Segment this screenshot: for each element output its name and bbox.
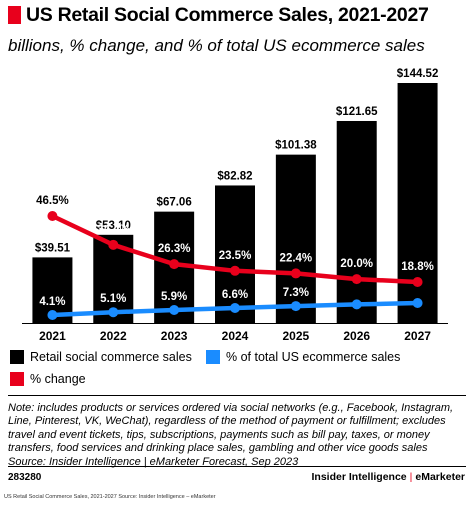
change-label-2027: 18.8% xyxy=(401,261,434,273)
legend-swatch-sales xyxy=(10,350,24,364)
bar-value-label-2021: $39.51 xyxy=(35,242,71,254)
change-label-2024: 23.5% xyxy=(219,250,252,262)
change-label-2023: 26.3% xyxy=(158,243,191,255)
share-line-point-2025 xyxy=(290,301,301,312)
bar-2026 xyxy=(336,120,377,323)
chart-canvas: $39.51 $53.10 $67.06 $82.82 $101.38 $121.65 $1… xyxy=(22,68,448,340)
chart-note: Note: includes products or services orde… xyxy=(8,402,470,469)
x-tick-label-2027: 2027 xyxy=(404,329,431,340)
x-tick-label-2025: 2025 xyxy=(283,329,310,340)
legend-item-share: % of total US ecommerce sales xyxy=(206,350,400,364)
change-label-2026: 20.0% xyxy=(340,258,373,270)
bar-value-label-2022: $53.10 xyxy=(96,220,131,232)
change-line-point-2026 xyxy=(351,274,362,285)
image-caption: US Retail Social Commerce Sales, 2021-20… xyxy=(4,494,216,500)
bar-value-label-2023: $67.06 xyxy=(157,197,192,209)
footer-divider xyxy=(8,466,466,467)
share-label-2022: 5.1% xyxy=(100,293,126,305)
share-label-2024: 6.6% xyxy=(222,289,248,301)
chart-id: 283280 xyxy=(8,472,42,483)
chart-title: US Retail Social Commerce Sales, 2021-20… xyxy=(26,4,429,26)
share-line-point-2023 xyxy=(169,304,180,315)
change-label-2025: 22.4% xyxy=(280,252,313,264)
change-line-point-2023 xyxy=(169,259,180,270)
note-divider xyxy=(8,395,466,396)
share-line-point-2021 xyxy=(47,310,58,320)
x-tick-label-2021: 2021 xyxy=(39,329,66,340)
bar-2024 xyxy=(215,185,255,323)
bar-value-label-2026: $121.65 xyxy=(336,106,378,118)
bar-value-label-2025: $101.38 xyxy=(275,140,317,152)
x-tick-label-2024: 2024 xyxy=(222,329,249,340)
legend-item-sales: Retail social commerce sales xyxy=(10,350,192,364)
legend-swatch-change xyxy=(10,372,24,386)
source-text: Source: Insider Intelligence | eMarketer… xyxy=(8,455,299,468)
bar-value-label-2027: $144.52 xyxy=(397,68,439,80)
x-tick-label-2022: 2022 xyxy=(100,329,127,340)
share-label-2021: 4.1% xyxy=(39,296,65,308)
share-line-point-2027 xyxy=(412,298,423,308)
share-label-2025: 7.3% xyxy=(283,287,309,299)
title-accent-bar xyxy=(8,6,21,24)
brand-right: eMarketer xyxy=(415,471,465,483)
brand-logo: Insider Intelligence | eMarketer xyxy=(312,471,465,483)
legend-label-change: % change xyxy=(30,372,86,386)
share-label-2027: 8.4% xyxy=(404,312,430,324)
bar-2025 xyxy=(275,154,316,323)
share-line-point-2022 xyxy=(108,307,119,318)
legend-label-share: % of total US ecommerce sales xyxy=(226,350,401,364)
legend-item-change: % change xyxy=(10,372,86,386)
x-tick-label-2023: 2023 xyxy=(161,329,188,340)
share-label-2023: 5.9% xyxy=(161,291,187,303)
change-line-point-2027 xyxy=(412,277,423,287)
brand-separator: | xyxy=(409,471,413,483)
change-label-2022: 34.4% xyxy=(97,224,130,236)
legend-label-sales: Retail social commerce sales xyxy=(30,350,192,364)
note-text: Note: includes products or services orde… xyxy=(8,402,454,455)
change-line-point-2024 xyxy=(230,265,240,276)
chart-subtitle: billions, % change, and % of total US ec… xyxy=(8,36,425,55)
brand-left: Insider Intelligence xyxy=(311,471,407,483)
change-line-point-2021 xyxy=(47,211,58,221)
share-line-point-2024 xyxy=(230,303,240,314)
share-label-2026: 7.9% xyxy=(344,313,370,325)
change-line-point-2025 xyxy=(290,268,301,279)
change-line-point-2022 xyxy=(108,239,119,250)
legend-swatch-share xyxy=(206,350,220,364)
share-line-point-2026 xyxy=(351,299,362,310)
change-label-2021: 46.5% xyxy=(36,195,69,207)
x-tick-label-2026: 2026 xyxy=(343,329,370,340)
bar-value-label-2024: $82.82 xyxy=(217,170,252,182)
